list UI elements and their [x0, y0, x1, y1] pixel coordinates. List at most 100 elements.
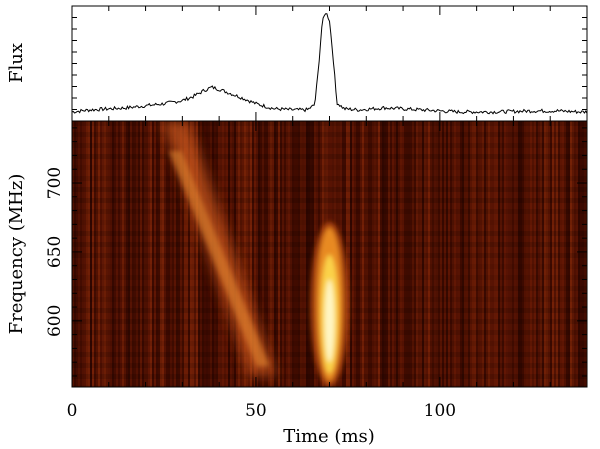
noise-stripe [206, 121, 208, 387]
noise-stripe [302, 121, 304, 387]
noise-stripe [236, 121, 238, 387]
noise-stripe [390, 121, 392, 387]
noise-stripe [410, 121, 412, 387]
noise-stripe [510, 121, 512, 387]
noise-stripe [460, 121, 462, 387]
noise-stripe [534, 121, 536, 387]
noise-stripe [114, 121, 116, 387]
noise-stripe [502, 121, 504, 387]
noise-stripe [362, 121, 364, 387]
noise-stripe [242, 121, 244, 387]
noise-stripe [542, 121, 544, 387]
noise-band [72, 176, 587, 181]
noise-stripe [312, 121, 314, 387]
noise-stripe [124, 121, 126, 387]
noise-band [72, 209, 587, 214]
noise-stripe [164, 121, 166, 387]
noise-stripe [154, 121, 156, 387]
noise-stripe [298, 121, 300, 387]
noise-stripe [150, 121, 152, 387]
noise-stripe [454, 121, 456, 387]
noise-stripe [132, 121, 134, 387]
noise-stripe [490, 121, 492, 387]
y-tick-label: 600 [45, 305, 65, 337]
noise-stripe [172, 121, 174, 387]
noise-stripe [234, 121, 236, 387]
noise-stripe [138, 121, 140, 387]
noise-stripe [554, 121, 556, 387]
noise-stripe [156, 121, 158, 387]
noise-stripe [436, 121, 438, 387]
noise-stripe [456, 121, 458, 387]
noise-stripe [294, 121, 296, 387]
noise-stripe [560, 121, 562, 387]
noise-band [72, 165, 587, 170]
noise-stripe [480, 121, 482, 387]
main-pulse-emission [310, 221, 349, 387]
noise-stripe [516, 121, 518, 387]
noise-stripe [568, 121, 570, 387]
noise-stripe [368, 121, 370, 387]
noise-stripe [90, 121, 92, 387]
noise-stripe [388, 121, 390, 387]
noise-stripe [194, 121, 196, 387]
x-tick-label: 50 [245, 401, 267, 421]
noise-stripe [474, 121, 476, 387]
noise-stripe [378, 121, 380, 387]
noise-stripe [396, 121, 398, 387]
noise-stripe [240, 121, 242, 387]
noise-stripe [358, 121, 360, 387]
noise-stripe [112, 121, 114, 387]
noise-stripe [562, 121, 564, 387]
noise-stripe [308, 121, 310, 387]
noise-stripe [258, 121, 260, 387]
noise-stripe [188, 121, 190, 387]
noise-stripe [190, 121, 192, 387]
noise-stripe [444, 121, 446, 387]
y-tick-labels: 600 650 700 [45, 167, 65, 337]
noise-stripe [506, 121, 508, 387]
noise-stripe [564, 121, 566, 387]
noise-stripe [238, 121, 240, 387]
noise-stripe [520, 121, 522, 387]
flux-profile-line [72, 13, 587, 115]
noise-stripe [140, 121, 142, 387]
noise-stripe [414, 121, 416, 387]
noise-stripe [494, 121, 496, 387]
noise-stripe [440, 121, 442, 387]
noise-stripe [372, 121, 374, 387]
noise-stripe [468, 121, 470, 387]
noise-stripe [430, 121, 432, 387]
noise-stripe [88, 121, 90, 387]
dispersed-sweep-core [168, 151, 270, 366]
noise-stripe [162, 121, 164, 387]
noise-stripe [540, 121, 542, 387]
noise-stripe [152, 121, 154, 387]
noise-stripe [422, 121, 424, 387]
x-tick-labels: 0 50 100 [67, 401, 456, 421]
noise-stripe [508, 121, 510, 387]
noise-stripe [274, 121, 276, 387]
noise-stripe [292, 121, 294, 387]
noise-stripe [556, 121, 558, 387]
noise-stripe [428, 121, 430, 387]
noise-stripe [522, 121, 524, 387]
noise-stripe [356, 121, 358, 387]
noise-stripe [458, 121, 460, 387]
x-tick-label: 0 [67, 401, 78, 421]
noise-stripe [476, 121, 478, 387]
y-tick-label: 700 [45, 167, 65, 199]
noise-stripe [432, 121, 434, 387]
noise-stripe [136, 121, 138, 387]
noise-stripe [142, 121, 144, 387]
noise-stripe [484, 121, 486, 387]
noise-stripe [102, 121, 104, 387]
noise-stripe [496, 121, 498, 387]
noise-stripe [118, 121, 120, 387]
noise-stripe [276, 121, 278, 387]
noise-stripe [466, 121, 468, 387]
noise-stripe [584, 121, 586, 387]
noise-stripe [352, 121, 354, 387]
noise-stripe [300, 121, 302, 387]
